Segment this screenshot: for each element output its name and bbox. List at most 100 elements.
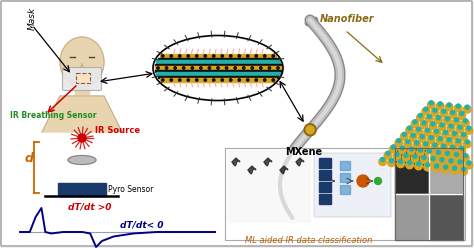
Circle shape	[268, 67, 271, 69]
Bar	[58, 183, 106, 196]
Bar	[319, 158, 331, 168]
Circle shape	[440, 123, 444, 127]
Circle shape	[449, 159, 453, 163]
Circle shape	[442, 131, 449, 138]
Circle shape	[455, 153, 458, 156]
Circle shape	[440, 144, 447, 152]
Circle shape	[406, 126, 413, 134]
Circle shape	[390, 145, 397, 153]
Circle shape	[410, 134, 417, 141]
Circle shape	[428, 149, 431, 153]
Circle shape	[191, 67, 193, 69]
Circle shape	[433, 130, 440, 137]
Circle shape	[402, 154, 410, 161]
Circle shape	[442, 109, 446, 113]
Circle shape	[453, 118, 460, 126]
Circle shape	[455, 118, 458, 122]
Text: IR Source: IR Source	[95, 126, 140, 135]
Bar	[319, 170, 331, 180]
Circle shape	[272, 79, 274, 81]
Bar	[156, 60, 280, 64]
Circle shape	[465, 105, 469, 109]
Circle shape	[440, 158, 444, 162]
Circle shape	[428, 101, 435, 109]
Circle shape	[417, 149, 424, 156]
Circle shape	[458, 112, 465, 120]
Circle shape	[446, 103, 453, 111]
Text: Mask: Mask	[28, 7, 37, 30]
Circle shape	[444, 152, 451, 159]
Circle shape	[426, 115, 433, 123]
Circle shape	[277, 67, 279, 69]
Bar	[395, 148, 429, 194]
Circle shape	[444, 117, 451, 125]
Text: dT/dt< 0: dT/dt< 0	[120, 221, 164, 230]
Circle shape	[451, 132, 458, 139]
Circle shape	[413, 141, 420, 149]
Circle shape	[422, 155, 426, 159]
Circle shape	[212, 55, 215, 57]
Circle shape	[447, 159, 455, 167]
Circle shape	[357, 175, 369, 187]
Circle shape	[431, 143, 438, 151]
Circle shape	[429, 136, 433, 140]
Circle shape	[424, 163, 431, 171]
Bar	[340, 173, 350, 182]
Circle shape	[424, 128, 431, 136]
Circle shape	[162, 79, 164, 81]
Circle shape	[462, 167, 465, 171]
Polygon shape	[264, 158, 272, 166]
Circle shape	[229, 79, 232, 81]
Circle shape	[456, 104, 460, 108]
Circle shape	[397, 139, 401, 143]
Circle shape	[447, 138, 451, 142]
Circle shape	[449, 124, 453, 128]
Circle shape	[438, 102, 442, 106]
Circle shape	[437, 116, 440, 120]
Circle shape	[419, 135, 426, 142]
Polygon shape	[42, 96, 122, 132]
Circle shape	[428, 115, 431, 119]
Circle shape	[404, 153, 408, 157]
Circle shape	[449, 111, 456, 118]
Circle shape	[415, 127, 422, 135]
Bar	[340, 161, 350, 170]
Circle shape	[464, 105, 471, 113]
Circle shape	[221, 79, 223, 81]
Bar	[429, 194, 463, 240]
Circle shape	[272, 55, 274, 57]
Circle shape	[411, 120, 419, 128]
Circle shape	[174, 67, 176, 69]
Circle shape	[465, 140, 469, 144]
Circle shape	[428, 136, 435, 144]
Circle shape	[170, 55, 173, 57]
Circle shape	[225, 67, 228, 69]
Circle shape	[217, 67, 219, 69]
Circle shape	[464, 154, 467, 157]
Circle shape	[78, 134, 86, 142]
Circle shape	[408, 161, 411, 165]
Circle shape	[458, 125, 462, 129]
FancyBboxPatch shape	[314, 153, 391, 217]
Circle shape	[417, 162, 420, 166]
Circle shape	[204, 79, 207, 81]
Circle shape	[453, 166, 456, 170]
Circle shape	[460, 111, 464, 115]
Text: MXene: MXene	[285, 147, 322, 157]
Polygon shape	[248, 166, 256, 174]
Circle shape	[399, 146, 406, 154]
Circle shape	[431, 122, 435, 126]
Circle shape	[437, 150, 440, 154]
Circle shape	[422, 142, 429, 150]
Bar	[155, 64, 281, 66]
Circle shape	[393, 153, 401, 160]
Circle shape	[179, 55, 181, 57]
Circle shape	[446, 151, 449, 155]
Circle shape	[429, 101, 433, 105]
Circle shape	[410, 147, 413, 151]
Circle shape	[455, 104, 462, 112]
Circle shape	[442, 165, 449, 173]
Circle shape	[449, 146, 456, 153]
Circle shape	[196, 55, 198, 57]
Circle shape	[390, 158, 393, 163]
